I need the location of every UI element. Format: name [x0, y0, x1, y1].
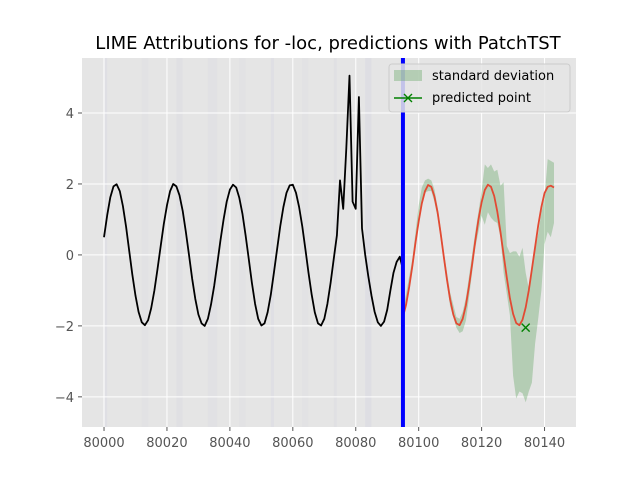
attribution-band: [270, 58, 274, 427]
series-layer: [103, 74, 555, 327]
legend-label-point: predicted point: [432, 91, 531, 106]
x-tick-label: 80120: [461, 436, 502, 451]
attribution-band: [207, 58, 218, 427]
attribution-band: [176, 58, 183, 427]
attribution-band: [302, 58, 309, 427]
x-tick-label: 80020: [146, 436, 187, 451]
attribution-band: [239, 58, 246, 427]
x-tick-label: 80060: [272, 436, 313, 451]
x-tick-label: 80100: [398, 436, 439, 451]
y-tick-label: 0: [66, 249, 74, 264]
legend-point-marker: [403, 93, 413, 103]
x-tick-label: 80000: [83, 436, 124, 451]
chart-title: LIME Attributions for -loc, predictions …: [95, 33, 561, 54]
series-line-prediction: [402, 183, 555, 327]
point-layer: [521, 323, 531, 333]
series-line-history: [103, 74, 404, 327]
attribution-band: [365, 58, 372, 427]
legend-box: [388, 63, 571, 113]
legend-std-swatch: [394, 70, 422, 81]
y-tick-label: −2: [55, 320, 74, 335]
x-tick-label: 80040: [209, 436, 250, 451]
grid: [82, 58, 576, 427]
y-tick-label: 2: [66, 178, 74, 193]
predicted-point-marker: [521, 323, 531, 333]
y-tick-label: −4: [55, 391, 74, 406]
y-axis: −4 −2 0 2 4: [55, 107, 82, 406]
legend-label-std: standard deviation: [432, 69, 554, 84]
x-tick-label: 80140: [524, 436, 565, 451]
plot-area: [82, 58, 576, 427]
attribution-band: [104, 58, 108, 427]
std-band: [402, 159, 554, 403]
y-tick-label: 4: [66, 107, 74, 122]
x-tick-label: 80080: [335, 436, 376, 451]
attribution-band: [141, 58, 149, 427]
std-band-layer: [402, 159, 554, 403]
legend: standard deviation predicted point: [388, 63, 571, 113]
x-axis: 80000 80020 80040 80060 80080 80100 80120 80140: [83, 427, 565, 451]
